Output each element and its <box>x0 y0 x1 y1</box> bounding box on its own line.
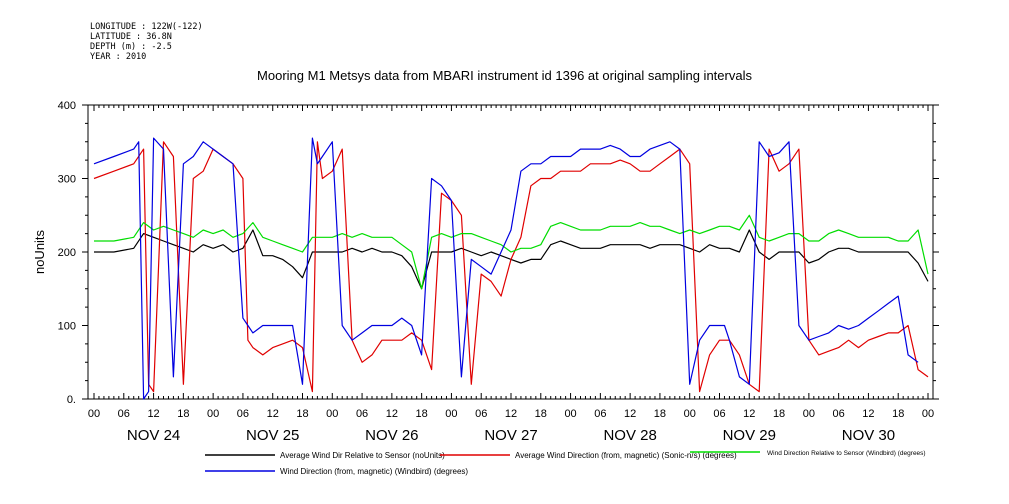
longitude-label: LONGITUDE : 122W(-122) <box>90 22 203 32</box>
y-tick-label: 300 <box>58 174 76 186</box>
x-tick-label: 18 <box>416 408 428 420</box>
x-tick-label: 12 <box>743 408 755 420</box>
x-tick-label: 00 <box>88 408 100 420</box>
series-group <box>93 137 929 400</box>
day-label: NOV 27 <box>484 427 537 444</box>
x-tick-label: 18 <box>296 408 308 420</box>
chart-title: Mooring M1 Metsys data from MBARI instru… <box>257 68 752 83</box>
legend-label: Average Wind Direction (from, magnetic) … <box>515 451 737 460</box>
x-tick-label: 00 <box>445 408 457 420</box>
x-tick-label: 12 <box>386 408 398 420</box>
legend-label: Wind Direction Relative to Sensor (Windb… <box>767 450 926 457</box>
x-tick-label: 12 <box>505 408 517 420</box>
x-tick-label: 18 <box>773 408 785 420</box>
y-axis-label: noUnits <box>32 229 47 274</box>
x-tick-label: 18 <box>892 408 904 420</box>
y-tick-label: 400 <box>58 100 76 112</box>
x-tick-label: 00 <box>922 408 934 420</box>
x-tick-label: 12 <box>862 408 874 420</box>
legend: Average Wind Dir Relative to Sensor (noU… <box>205 450 926 476</box>
x-tick-label: 18 <box>177 408 189 420</box>
x-tick-label: 06 <box>713 408 725 420</box>
series-line <box>94 214 929 290</box>
day-label: NOV 25 <box>246 427 299 444</box>
x-tick-label: 18 <box>535 408 547 420</box>
legend-label: Wind Direction (from, magnetic) (Windbir… <box>280 467 468 476</box>
y-tick-label: 100 <box>58 321 76 333</box>
x-tick-label: 06 <box>237 408 249 420</box>
axis-ticks <box>82 104 939 400</box>
x-tick-label: 18 <box>654 408 666 420</box>
series-line <box>93 141 929 393</box>
y-tick-label: 0. <box>67 394 76 406</box>
legend-label: Average Wind Dir Relative to Sensor (noU… <box>280 451 445 460</box>
x-tick-label: 06 <box>594 408 606 420</box>
year-label: YEAR : 2010 <box>90 52 147 62</box>
day-label: NOV 29 <box>723 427 776 444</box>
y-tick-label: 200 <box>58 247 76 259</box>
x-tick-label: 00 <box>684 408 696 420</box>
x-tick-label: 06 <box>475 408 487 420</box>
x-tick-label: 00 <box>326 408 338 420</box>
day-label: NOV 26 <box>365 427 418 444</box>
day-label: NOV 28 <box>603 427 656 444</box>
x-tick-label: 12 <box>267 408 279 420</box>
series-line <box>93 137 919 400</box>
x-tick-label: 00 <box>803 408 815 420</box>
x-tick-label: 06 <box>833 408 845 420</box>
x-tick-label: 12 <box>624 408 636 420</box>
day-label: NOV 30 <box>842 427 895 444</box>
latitude-label: LATITUDE : 36.8N <box>90 32 172 42</box>
metadata-block: LONGITUDE : 122W(-122) LATITUDE : 36.8N … <box>90 22 203 62</box>
x-tick-label: 00 <box>207 408 219 420</box>
x-tick-label: 06 <box>356 408 368 420</box>
day-label: NOV 24 <box>127 427 180 444</box>
x-tick-label: 06 <box>118 408 130 420</box>
depth-label: DEPTH (m) : -2.5 <box>90 42 172 52</box>
x-tick-label: 12 <box>147 408 159 420</box>
x-tick-label: 00 <box>564 408 576 420</box>
axis-labels: 00 06 12 18 00 06 12 18 00 06 12 18 00 06 12 18 00 06 12 18… <box>32 100 934 444</box>
series-line <box>94 229 929 290</box>
